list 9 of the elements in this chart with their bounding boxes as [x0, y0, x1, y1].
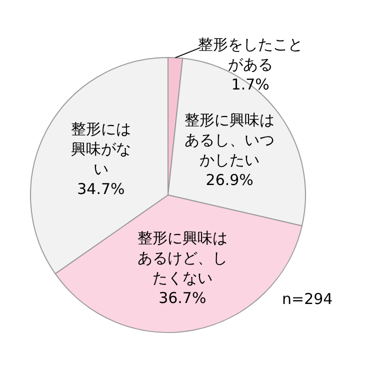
data-label: 1.7% — [231, 76, 270, 94]
text: n=294 — [282, 290, 333, 308]
data-label: 36.7% — [158, 289, 206, 308]
slice-label: 整形に興味はあるし、いつかしたい — [184, 111, 275, 170]
data-label: 26.9% — [206, 171, 254, 190]
slice-label: 整形をしたことがある — [198, 36, 303, 74]
slice-label: 整形には興味がない — [70, 120, 131, 178]
data-label: 34.7% — [77, 180, 125, 198]
slice-label: 整形に興味はあるけど、したくない — [137, 229, 228, 288]
